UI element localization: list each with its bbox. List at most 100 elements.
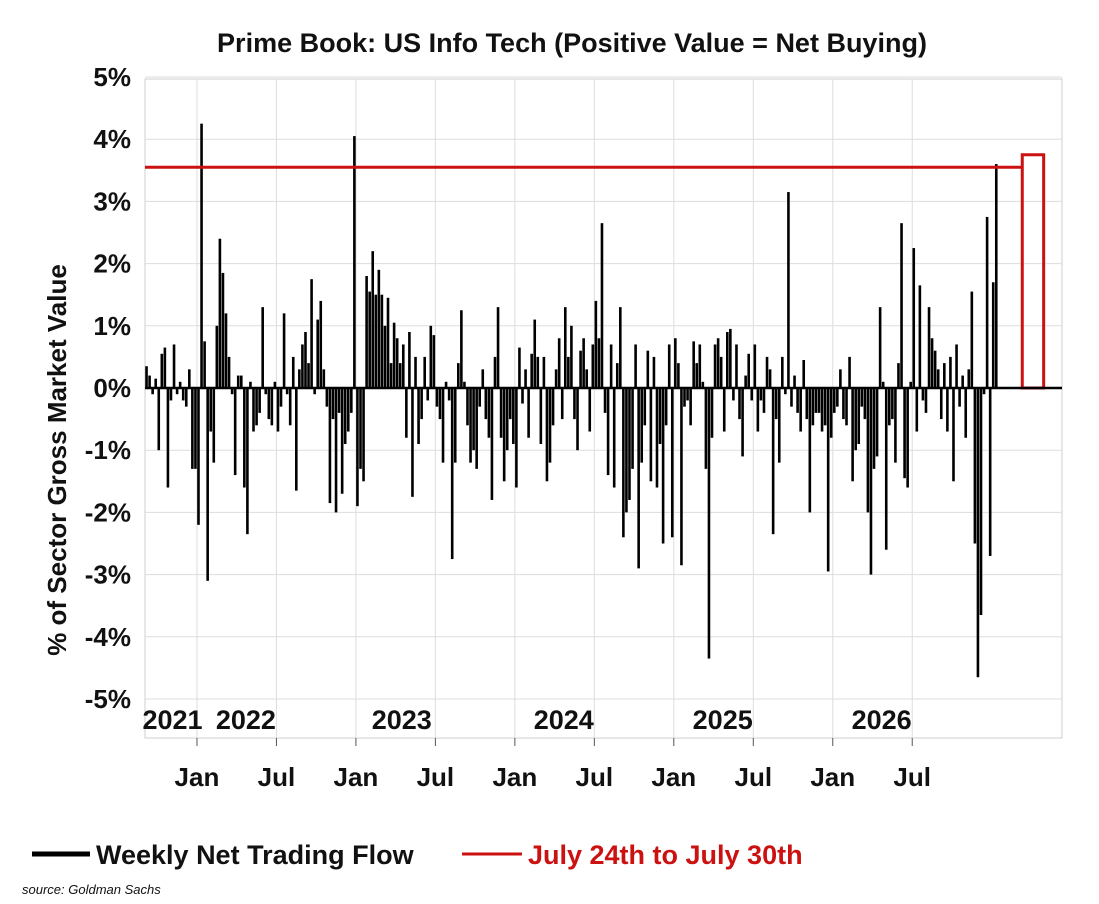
data-bar <box>622 388 625 538</box>
data-bar <box>588 388 592 432</box>
data-bar <box>774 388 778 420</box>
data-bar <box>148 375 151 388</box>
data-bar <box>985 216 989 388</box>
y-tick-label: -1% <box>85 435 131 465</box>
data-bar <box>521 388 524 404</box>
data-bar <box>655 388 659 488</box>
data-bar <box>310 279 313 388</box>
data-bar <box>918 285 922 388</box>
data-bar <box>444 381 448 388</box>
data-bar <box>652 356 656 388</box>
legend-label-weekly-flow: Weekly Net Trading Flow <box>96 840 415 870</box>
data-bar <box>631 388 634 469</box>
data-bar <box>172 344 176 388</box>
data-bar <box>307 363 310 388</box>
data-bar <box>735 344 738 388</box>
data-bar <box>194 388 197 469</box>
data-bar <box>276 388 280 432</box>
data-bar <box>573 388 576 420</box>
axis-layer: 5% 4% 3% 2% 1% 0% -1% -2% -3% -4% -5% Jan Jul Jan Jul J… <box>85 62 1062 792</box>
data-bar <box>955 344 958 388</box>
data-bar <box>414 356 417 388</box>
data-bar <box>398 363 402 388</box>
data-bar <box>600 223 604 388</box>
data-bar <box>640 388 644 463</box>
data-bar <box>747 353 750 388</box>
data-bar <box>637 388 640 569</box>
data-bar <box>429 325 433 388</box>
data-bar <box>579 350 582 388</box>
data-bar <box>236 375 240 388</box>
data-bar <box>154 378 157 388</box>
data-bar <box>854 388 857 451</box>
data-bar <box>692 341 695 388</box>
data-bar <box>643 388 647 426</box>
data-bar <box>817 388 821 413</box>
x-tick-label: Jul <box>893 762 931 792</box>
data-bar <box>518 347 521 388</box>
data-bar <box>255 388 258 426</box>
data-bar <box>979 388 983 616</box>
data-bar <box>814 388 818 413</box>
data-bar <box>295 388 298 491</box>
data-bar <box>151 388 154 395</box>
data-bar <box>405 388 408 438</box>
y-tick-label: 4% <box>93 124 131 154</box>
data-bar <box>839 369 842 388</box>
data-bar <box>395 338 399 388</box>
data-bar <box>771 388 775 535</box>
data-bar <box>270 388 274 426</box>
data-bar <box>420 388 423 420</box>
data-bar <box>710 388 714 438</box>
data-bar <box>619 307 622 388</box>
data-bar <box>169 388 173 401</box>
data-bar <box>496 307 500 388</box>
data-bar <box>591 344 595 388</box>
data-bar <box>897 363 900 388</box>
data-bar <box>389 363 393 388</box>
data-bar <box>603 388 607 413</box>
data-bar <box>906 388 909 488</box>
data-bar <box>160 353 164 388</box>
data-bar <box>246 388 249 535</box>
data-bar <box>184 388 188 407</box>
data-bar <box>973 388 977 544</box>
data-bar <box>243 388 246 488</box>
data-bar <box>863 388 867 420</box>
data-bar <box>508 388 512 420</box>
data-bar <box>615 363 619 388</box>
data-bar <box>383 325 387 388</box>
x-tick-label: Jan <box>651 762 696 792</box>
y-tick-label: -4% <box>85 622 131 652</box>
data-bar <box>888 388 891 426</box>
data-bar <box>976 388 980 678</box>
data-bar <box>878 307 882 388</box>
data-bar <box>609 344 613 388</box>
data-bar <box>967 369 971 388</box>
data-bar <box>869 388 873 575</box>
data-bar <box>166 388 170 488</box>
data-bar <box>674 338 677 388</box>
data-bar <box>346 388 350 432</box>
data-bar <box>533 319 537 388</box>
year-label: 2023 <box>372 705 432 735</box>
data-bar <box>301 344 304 388</box>
data-bar <box>524 369 527 388</box>
data-bar <box>273 381 277 388</box>
data-bar <box>325 388 329 407</box>
data-bar <box>582 338 585 388</box>
data-bar <box>836 388 839 407</box>
data-bar <box>982 388 986 395</box>
data-bar <box>450 388 454 560</box>
data-bar <box>515 388 518 488</box>
data-bar <box>203 341 206 388</box>
data-bar <box>563 307 567 388</box>
data-bar <box>551 388 555 426</box>
data-bar <box>994 164 998 388</box>
data-bar <box>548 388 552 463</box>
data-bar <box>912 248 916 388</box>
chart-title: Prime Book: US Info Tech (Positive Value… <box>217 28 927 58</box>
data-bar <box>634 344 637 388</box>
data-bar <box>359 388 362 469</box>
data-bar <box>729 328 732 388</box>
